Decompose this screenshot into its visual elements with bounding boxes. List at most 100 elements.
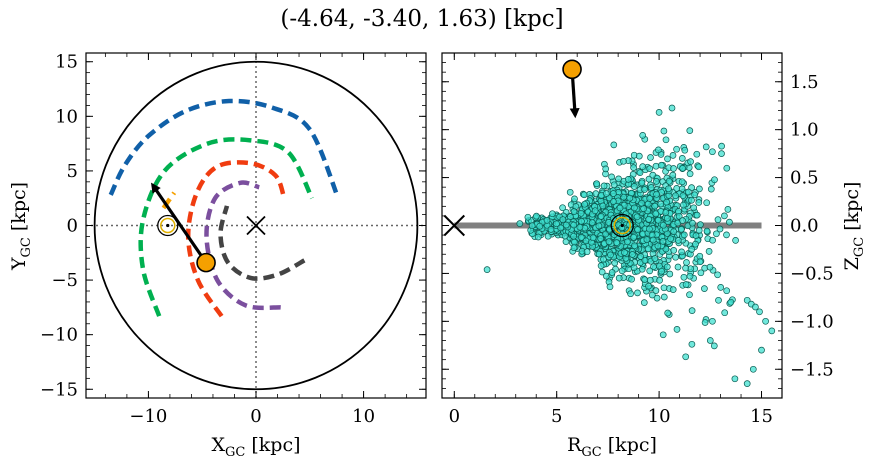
- star-point: [662, 136, 670, 144]
- star-point: [686, 127, 694, 134]
- star-point: [651, 202, 659, 210]
- star-point: [709, 148, 716, 156]
- star-point: [562, 221, 570, 229]
- left-xtick-label: 0: [250, 406, 261, 427]
- star-point: [607, 251, 614, 259]
- star-point: [598, 268, 606, 276]
- star-point: [635, 152, 643, 160]
- star-point: [664, 309, 672, 317]
- star-point: [646, 267, 654, 275]
- star-point: [749, 365, 757, 373]
- galactic-center-marker: [246, 215, 266, 236]
- spiral-arm-1: [108, 98, 340, 198]
- star-point: [620, 157, 627, 165]
- star-point: [688, 246, 696, 253]
- star-point: [743, 380, 751, 387]
- star-point: [679, 192, 687, 199]
- star-point: [627, 290, 634, 298]
- star-point: [528, 222, 536, 230]
- star-point: [602, 165, 610, 173]
- star-point: [646, 165, 654, 172]
- star-point: [696, 252, 704, 260]
- right-xtick-label: 15: [750, 406, 773, 427]
- star-point: [721, 309, 729, 317]
- star-point: [591, 207, 599, 215]
- star-point: [659, 238, 667, 245]
- star-point: [649, 171, 657, 179]
- star-point: [666, 270, 674, 278]
- star-point: [483, 266, 491, 273]
- star-point: [669, 286, 677, 293]
- star-point: [696, 185, 703, 193]
- star-point: [655, 146, 662, 154]
- star-point: [603, 190, 610, 197]
- star-point: [743, 296, 751, 304]
- star-point: [717, 284, 725, 291]
- star-point: [636, 169, 644, 176]
- star-point: [651, 255, 659, 262]
- star-point: [553, 220, 560, 228]
- star-point: [660, 284, 668, 292]
- star-point: [516, 220, 524, 227]
- star-point: [714, 216, 722, 223]
- right-y-axis-label: ZGC [kpc]: [841, 182, 867, 271]
- star-point: [756, 308, 763, 316]
- star-point: [615, 274, 623, 282]
- star-point: [570, 221, 578, 229]
- star-point: [727, 298, 735, 306]
- galactic-center-marker-right: [443, 214, 465, 237]
- star-point: [655, 109, 663, 116]
- star-point: [597, 213, 605, 220]
- star-point: [640, 205, 647, 212]
- star-point: [624, 238, 631, 246]
- star-point: [639, 163, 647, 170]
- star-point: [710, 342, 718, 350]
- star-point: [718, 150, 725, 157]
- star-point: [682, 264, 689, 272]
- star-point: [634, 289, 641, 297]
- star-point: [571, 195, 578, 203]
- star-point: [686, 291, 693, 299]
- star-point: [670, 165, 677, 172]
- star-point: [597, 262, 605, 270]
- star-point: [660, 127, 668, 135]
- star-point: [657, 200, 665, 208]
- right-ytick-label: 1.0: [790, 120, 819, 141]
- star-point: [652, 178, 660, 185]
- star-point: [606, 283, 614, 291]
- star-point: [656, 276, 663, 284]
- star-point: [674, 263, 682, 271]
- right-ytick-label: −1.5: [790, 359, 834, 380]
- star-point: [576, 223, 584, 231]
- right-ytick-label: −0.5: [790, 263, 834, 284]
- star-point: [680, 231, 688, 239]
- star-point: [682, 281, 690, 288]
- star-point: [652, 287, 660, 294]
- star-point: [752, 303, 759, 311]
- sun-marker-dot: [166, 223, 170, 228]
- star-point: [536, 222, 544, 230]
- star-point: [668, 104, 676, 112]
- star-point: [577, 234, 585, 241]
- star-point: [631, 242, 638, 250]
- star-point: [691, 191, 698, 199]
- star-point: [718, 142, 725, 150]
- star-point: [716, 225, 724, 233]
- star-point: [665, 177, 673, 185]
- star-point: [658, 161, 665, 169]
- star-point: [631, 204, 638, 212]
- left-xtick-label: 10: [352, 406, 375, 427]
- star-point: [652, 162, 660, 170]
- star-point: [686, 272, 694, 280]
- left-axes-frame: [85, 52, 427, 399]
- star-point: [696, 258, 704, 266]
- star-point: [669, 152, 677, 159]
- star-point: [633, 213, 641, 221]
- star-point: [646, 195, 654, 202]
- star-point: [678, 248, 685, 256]
- right-ytick-label: 0.0: [790, 216, 819, 237]
- velocity-arrow: [151, 182, 208, 264]
- star-point: [643, 236, 651, 243]
- star-point: [690, 204, 698, 212]
- star-point: [688, 184, 695, 191]
